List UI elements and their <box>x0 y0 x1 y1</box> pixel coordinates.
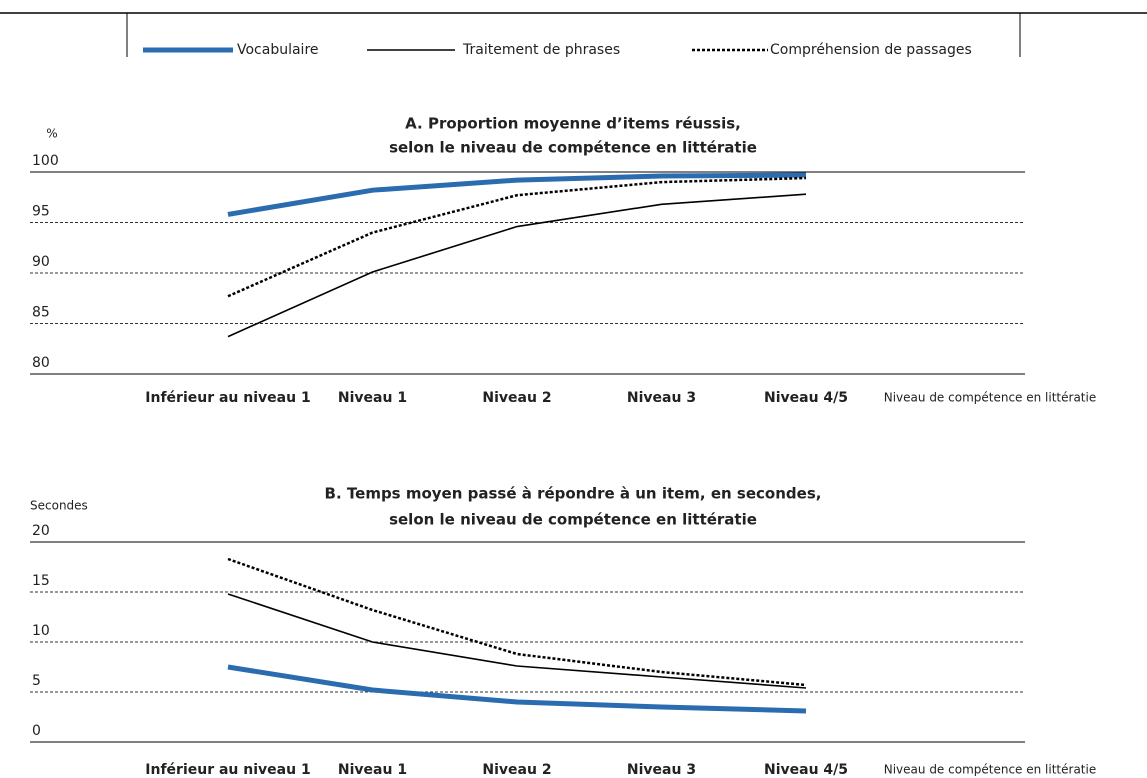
x-tick-label: Inférieur au niveau 1 <box>145 390 310 406</box>
x-tick-label: Niveau 3 <box>627 762 696 778</box>
chart-title: B. Temps moyen passé à répondre à un ite… <box>325 485 822 503</box>
y-tick-label: 0 <box>32 723 41 739</box>
chart-title: selon le niveau de compétence en littéra… <box>389 511 757 529</box>
y-tick-label: 90 <box>32 254 50 270</box>
x-tick-label: Niveau 4/5 <box>764 762 848 778</box>
x-tick-label: Niveau 3 <box>627 390 696 406</box>
y-tick-label: 10 <box>32 623 50 639</box>
x-tick-label: Inférieur au niveau 1 <box>145 762 310 778</box>
y-tick-label: 100 <box>32 153 59 169</box>
y-axis-label: Secondes <box>30 499 88 513</box>
legend-label: Compréhension de passages <box>770 42 972 58</box>
series-line <box>227 176 807 298</box>
y-tick-label: 80 <box>32 355 50 371</box>
series-line <box>227 664 807 714</box>
x-axis-label: Niveau de compétence en littératie <box>884 391 1096 405</box>
series-line <box>227 593 807 689</box>
x-tick-label: Niveau 4/5 <box>764 390 848 406</box>
x-tick-label: Niveau 1 <box>338 390 407 406</box>
y-tick-label: 5 <box>32 673 41 689</box>
chart-title: selon le niveau de compétence en littéra… <box>389 139 757 157</box>
legend-label: Vocabulaire <box>237 42 319 58</box>
y-axis-label: % <box>46 127 57 141</box>
chart-title: A. Proportion moyenne d’items réussis, <box>405 115 741 133</box>
x-axis-label: Niveau de compétence en littératie <box>884 763 1096 777</box>
x-tick-label: Niveau 2 <box>482 762 551 778</box>
y-tick-label: 85 <box>32 305 50 321</box>
series-line <box>227 193 807 338</box>
series-line <box>227 557 807 687</box>
y-tick-label: 95 <box>32 204 50 220</box>
x-tick-label: Niveau 2 <box>482 390 551 406</box>
y-tick-label: 20 <box>32 523 50 539</box>
series-line <box>227 172 807 217</box>
legend-label: Traitement de phrases <box>462 42 620 58</box>
y-tick-label: 15 <box>32 573 50 589</box>
x-tick-label: Niveau 1 <box>338 762 407 778</box>
